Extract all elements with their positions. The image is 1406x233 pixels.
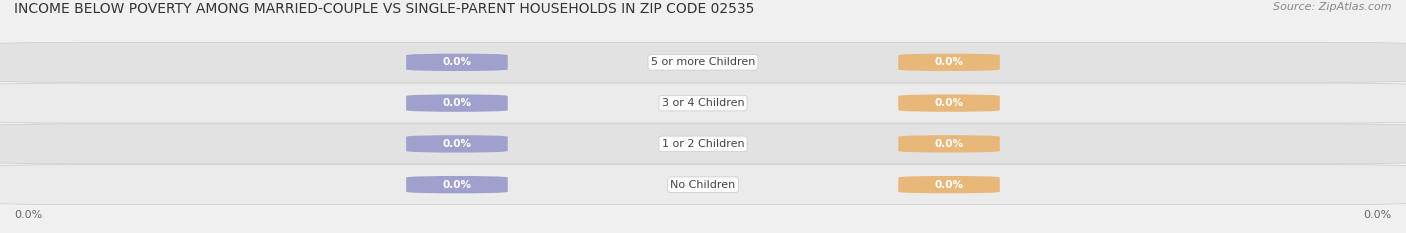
FancyBboxPatch shape <box>0 83 1406 123</box>
Text: 0.0%: 0.0% <box>443 98 471 108</box>
FancyBboxPatch shape <box>898 135 1000 153</box>
FancyBboxPatch shape <box>898 176 1000 193</box>
Text: 0.0%: 0.0% <box>1364 210 1392 220</box>
Text: 0.0%: 0.0% <box>935 139 963 149</box>
Text: 0.0%: 0.0% <box>14 210 42 220</box>
Text: 3 or 4 Children: 3 or 4 Children <box>662 98 744 108</box>
FancyBboxPatch shape <box>406 176 508 193</box>
Text: No Children: No Children <box>671 180 735 190</box>
Text: 5 or more Children: 5 or more Children <box>651 57 755 67</box>
Text: 0.0%: 0.0% <box>443 139 471 149</box>
FancyBboxPatch shape <box>0 42 1406 82</box>
FancyBboxPatch shape <box>0 165 1406 205</box>
Text: INCOME BELOW POVERTY AMONG MARRIED-COUPLE VS SINGLE-PARENT HOUSEHOLDS IN ZIP COD: INCOME BELOW POVERTY AMONG MARRIED-COUPL… <box>14 2 755 16</box>
FancyBboxPatch shape <box>898 94 1000 112</box>
Text: 0.0%: 0.0% <box>935 98 963 108</box>
FancyBboxPatch shape <box>406 94 508 112</box>
Text: 1 or 2 Children: 1 or 2 Children <box>662 139 744 149</box>
Text: 0.0%: 0.0% <box>935 180 963 190</box>
Text: 0.0%: 0.0% <box>443 57 471 67</box>
FancyBboxPatch shape <box>406 135 508 153</box>
Text: 0.0%: 0.0% <box>935 57 963 67</box>
FancyBboxPatch shape <box>898 54 1000 71</box>
Text: 0.0%: 0.0% <box>443 180 471 190</box>
Text: Source: ZipAtlas.com: Source: ZipAtlas.com <box>1274 2 1392 12</box>
FancyBboxPatch shape <box>0 124 1406 164</box>
FancyBboxPatch shape <box>406 54 508 71</box>
